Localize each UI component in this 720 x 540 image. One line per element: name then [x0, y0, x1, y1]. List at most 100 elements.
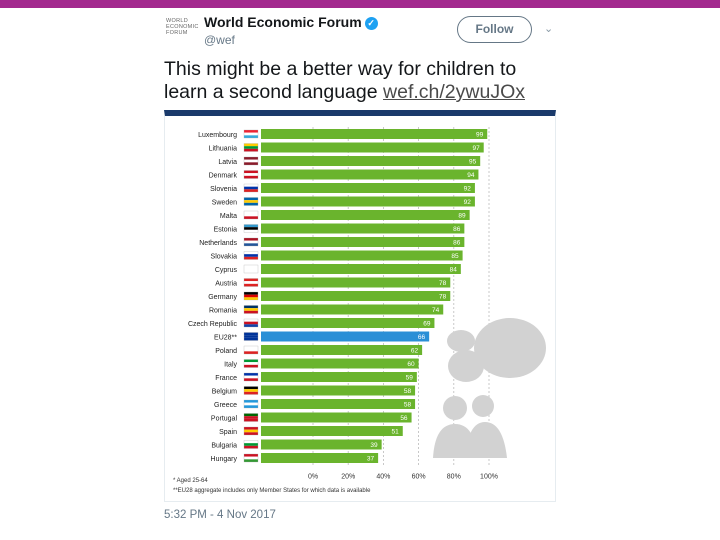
- flag-outline: [243, 264, 259, 274]
- author-name-text[interactable]: World Economic Forum: [204, 14, 362, 30]
- bar-value-label: 62: [411, 348, 419, 355]
- flag-outline: [243, 372, 259, 382]
- flag-stripe: [244, 157, 258, 160]
- footnote-1: * Aged 25-64: [173, 478, 208, 484]
- category-label: Lithuania: [209, 146, 238, 153]
- flag-stripe: [244, 132, 258, 136]
- flag-outline: [243, 143, 259, 152]
- author-handle[interactable]: @wef: [204, 33, 235, 47]
- flag-stripe: [244, 400, 258, 403]
- flag-stripe: [244, 213, 258, 217]
- flag-stripe: [244, 135, 258, 138]
- follow-button[interactable]: Follow: [457, 16, 532, 43]
- logo-line: FORUM: [166, 30, 188, 36]
- flag-stripe: [244, 143, 258, 147]
- flag-stripe: [244, 240, 258, 244]
- flag-stripe: [244, 294, 258, 298]
- bar-value-label: 84: [450, 267, 458, 274]
- bar: [261, 426, 403, 436]
- x-tick-label: 80%: [447, 474, 461, 481]
- flag-stripe: [244, 445, 258, 449]
- logo-line: WORLD: [166, 18, 188, 24]
- flag-stripe: [244, 243, 258, 246]
- x-tick-label: 100%: [480, 474, 498, 481]
- x-tick-label: 0%: [308, 474, 318, 481]
- logo-line: ECONOMIC: [166, 24, 199, 30]
- bar-value-label: 60: [407, 361, 415, 368]
- flag-stripe: [244, 405, 258, 408]
- flag-stripe: [244, 362, 258, 365]
- flag-outline: [243, 237, 259, 247]
- flag-stripe: [244, 159, 258, 163]
- flag-stripe: [244, 310, 258, 314]
- flag-stripe: [244, 319, 258, 322]
- category-label: Portugal: [211, 416, 238, 423]
- flag-stripe: [244, 402, 258, 406]
- flag-stripe: [244, 211, 258, 214]
- flag-outline: [243, 413, 259, 422]
- flag-stripe: [244, 351, 258, 354]
- flag-stripe: [244, 432, 258, 435]
- flag-stripe: [244, 348, 258, 352]
- flag-stripe: [244, 454, 258, 457]
- tweet-card: WORLD ECONOMIC FORUM World Economic Forum ✓…: [160, 8, 560, 540]
- flag-stripe: [244, 416, 258, 419]
- flag-stripe: [244, 389, 258, 392]
- flag-stripe: [244, 173, 258, 176]
- bar-value-label: 99: [476, 132, 484, 139]
- flag-stripe: [244, 373, 258, 376]
- flag-stripe: [244, 146, 258, 149]
- category-label: Luxembourg: [198, 132, 237, 139]
- flag-outline: [243, 332, 259, 341]
- bar: [261, 183, 475, 193]
- category-label: Germany: [208, 294, 237, 301]
- flag-stripe: [244, 251, 258, 255]
- category-label: France: [215, 375, 237, 382]
- x-tick-label: 40%: [376, 474, 390, 481]
- people-speech-bubble-decoration: [443, 396, 467, 420]
- bar-chart: 0% 20% 40% 60% 80% 100% Luxembourg 99 Lithuania 9…: [188, 127, 546, 481]
- bar-value-label: 92: [464, 186, 472, 193]
- tweet-timestamp[interactable]: 5:32 PM - 4 Nov 2017: [164, 509, 276, 521]
- flag-stripe: [244, 429, 258, 433]
- chevron-down-icon[interactable]: ⌄: [544, 23, 554, 35]
- flag-stripe: [244, 186, 258, 190]
- flag-outline: [243, 440, 259, 449]
- bar: [261, 372, 417, 382]
- bar-value-label: 58: [404, 402, 412, 409]
- bar: [261, 318, 435, 328]
- bar: [261, 169, 479, 180]
- bar: [261, 237, 465, 247]
- category-label: Austria: [215, 281, 237, 288]
- flag-stripe: [244, 227, 258, 230]
- people-speech-bubble-decoration: [448, 350, 484, 382]
- category-label: Czech Republic: [188, 321, 238, 328]
- bar: [261, 399, 416, 409]
- flag-outline: [243, 359, 259, 368]
- tweet-text: This might be a better way for children …: [164, 58, 560, 104]
- bar-value-label: 58: [404, 388, 412, 395]
- flag-stripe: [244, 175, 258, 179]
- flag-stripe: [244, 391, 258, 395]
- flag-outline: [243, 386, 259, 395]
- chart-image[interactable]: 0% 20% 40% 60% 80% 100% Luxembourg 99 Lithuania 9…: [164, 110, 556, 502]
- flag-stripe: [244, 170, 258, 174]
- bar: [261, 345, 423, 355]
- people-speech-bubble-decoration: [474, 318, 546, 378]
- footnote-2: **EU28 aggregate includes only Member St…: [173, 488, 371, 494]
- bar-value-label: 86: [453, 240, 461, 247]
- people-speech-bubble-decoration: [465, 422, 507, 458]
- flag-stripe: [244, 238, 258, 241]
- category-label: Cyprus: [215, 267, 238, 274]
- category-label: Poland: [215, 348, 237, 355]
- tweet-link[interactable]: wef.ch/2ywuJOx: [383, 81, 525, 103]
- flag-stripe: [244, 359, 258, 363]
- flag-stripe: [244, 283, 258, 287]
- author-name[interactable]: World Economic Forum ✓: [204, 14, 378, 30]
- flag-outline: [243, 183, 259, 193]
- flag-outline: [243, 453, 259, 463]
- bar: [261, 223, 465, 234]
- flag-stripe: [244, 270, 258, 273]
- flag-stripe: [244, 413, 258, 417]
- flag-stripe: [244, 162, 258, 165]
